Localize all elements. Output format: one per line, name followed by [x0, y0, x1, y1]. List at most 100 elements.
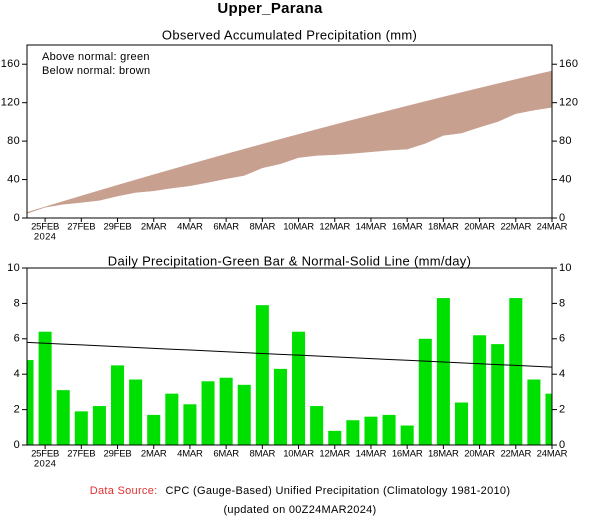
bar: [255, 305, 269, 445]
chart-subtitle: Observed Accumulated Precipitation (mm): [162, 27, 417, 42]
bar: [183, 404, 197, 445]
bar: [38, 331, 52, 445]
plot-frame: [26, 267, 553, 446]
x-tick-label: 4MAR: [177, 449, 203, 460]
bar: [273, 368, 287, 445]
x-tick-label: 18MAR: [428, 222, 459, 233]
anomaly-area: [207, 153, 227, 183]
anomaly-area: [370, 110, 390, 153]
y-tick-label: 6: [14, 333, 20, 345]
footer-updated: (updated on 00Z24MAR2024): [223, 504, 376, 516]
x-tick-label: 20MAR: [464, 449, 495, 460]
annotation: Above normal: green: [42, 51, 150, 63]
y2-tick-label: 4: [559, 368, 565, 380]
y-tick-label: 0: [14, 439, 20, 451]
x-tick-label: 29FEB: [103, 222, 131, 233]
x-tick-label: 16MAR: [392, 222, 423, 233]
anomaly-area: [81, 190, 100, 203]
bar: [509, 298, 523, 445]
plot-area: [27, 298, 552, 445]
y2-tick-label: 40: [559, 173, 572, 185]
y-tick-label: 10: [7, 262, 20, 274]
anomaly-area: [298, 129, 317, 158]
bar: [454, 402, 468, 445]
x-tick-label: 14MAR: [356, 449, 387, 460]
x-tick-label: 2MAR: [141, 449, 167, 460]
y2-tick-label: 8: [559, 297, 565, 309]
bar: [527, 379, 541, 445]
anomaly-area: [27, 206, 46, 214]
y2-tick-label: 0: [559, 212, 565, 224]
x-tick-label: 27FEB: [67, 222, 95, 233]
bar: [56, 390, 70, 445]
x-tick-label: 6MAR: [213, 222, 239, 233]
bar: [74, 411, 88, 445]
bar: [545, 393, 552, 445]
anomaly-area: [243, 143, 263, 176]
anomaly-area: [334, 119, 354, 155]
source: CPC (Gauge-Based) Unified Precipitation …: [166, 485, 511, 497]
x-tick-label: 10MAR: [283, 449, 314, 460]
y-tick-label: 2: [14, 404, 20, 416]
plot-area: [27, 70, 552, 214]
footer-source: Data Source: CPC (Gauge-Based) Unified Pr…: [90, 485, 511, 497]
x-year-label: 2024: [34, 459, 56, 470]
source-label: Data Source:: [90, 485, 158, 497]
x-tick-label: 25FEB: [31, 449, 59, 460]
x-tick-label: 12MAR: [319, 449, 350, 460]
y-tick-label: 0: [14, 212, 20, 224]
y2-tick-label: 2: [559, 404, 565, 416]
x-tick-label: 2MAR: [141, 222, 167, 233]
x-tick-label: 12MAR: [319, 222, 350, 233]
bar: [491, 344, 505, 445]
x-tick-label: 27FEB: [67, 449, 95, 460]
bar: [328, 430, 342, 445]
bar: [27, 360, 34, 445]
anomaly-area: [425, 96, 444, 144]
bar: [292, 331, 306, 445]
y2-tick-label: 120: [559, 97, 578, 109]
bar: [111, 365, 125, 445]
y2-tick-label: 10: [559, 262, 572, 274]
x-tick-label: 25FEB: [31, 222, 59, 233]
anomaly-area: [99, 184, 118, 201]
plot-frame: [26, 44, 553, 219]
anomaly-area: [280, 134, 299, 165]
x-tick-label: 16MAR: [392, 449, 423, 460]
x-tick-label: 4MAR: [177, 222, 203, 233]
x-tick-label: 8MAR: [250, 449, 276, 460]
bar: [237, 384, 251, 445]
anomaly-area: [135, 174, 154, 193]
bar: [129, 379, 143, 445]
anomaly-area: [225, 148, 245, 179]
y-tick-label: 80: [7, 135, 20, 147]
x-year-label: 2024: [34, 232, 56, 243]
x-tick-label: 22MAR: [500, 222, 531, 233]
y-tick-label: 120: [1, 97, 20, 109]
x-tick-label: 22MAR: [500, 449, 531, 460]
y-tick-label: 8: [14, 297, 20, 309]
anomaly-area: [443, 92, 462, 136]
anomaly-area: [352, 115, 372, 154]
bar: [92, 406, 106, 445]
y2-tick-label: 0: [559, 439, 565, 451]
x-tick-label: 6MAR: [213, 449, 239, 460]
y2-tick-label: 160: [559, 58, 578, 70]
bar: [418, 338, 432, 445]
anomaly-area: [171, 164, 191, 189]
anomaly-area: [497, 79, 517, 122]
anomaly-area: [189, 158, 209, 187]
bar: [346, 420, 360, 445]
anomaly-area: [533, 70, 552, 111]
bar: [473, 335, 487, 445]
y-tick-label: 160: [1, 58, 20, 70]
bar: [201, 381, 215, 445]
x-tick-label: 24MAR: [537, 449, 568, 460]
bar: [364, 416, 378, 445]
anomaly-area: [117, 179, 136, 197]
anomaly-area: [515, 74, 535, 114]
y-tick-label: 4: [14, 368, 20, 380]
annotation: Below normal: brown: [42, 65, 150, 77]
bar: [310, 406, 324, 445]
